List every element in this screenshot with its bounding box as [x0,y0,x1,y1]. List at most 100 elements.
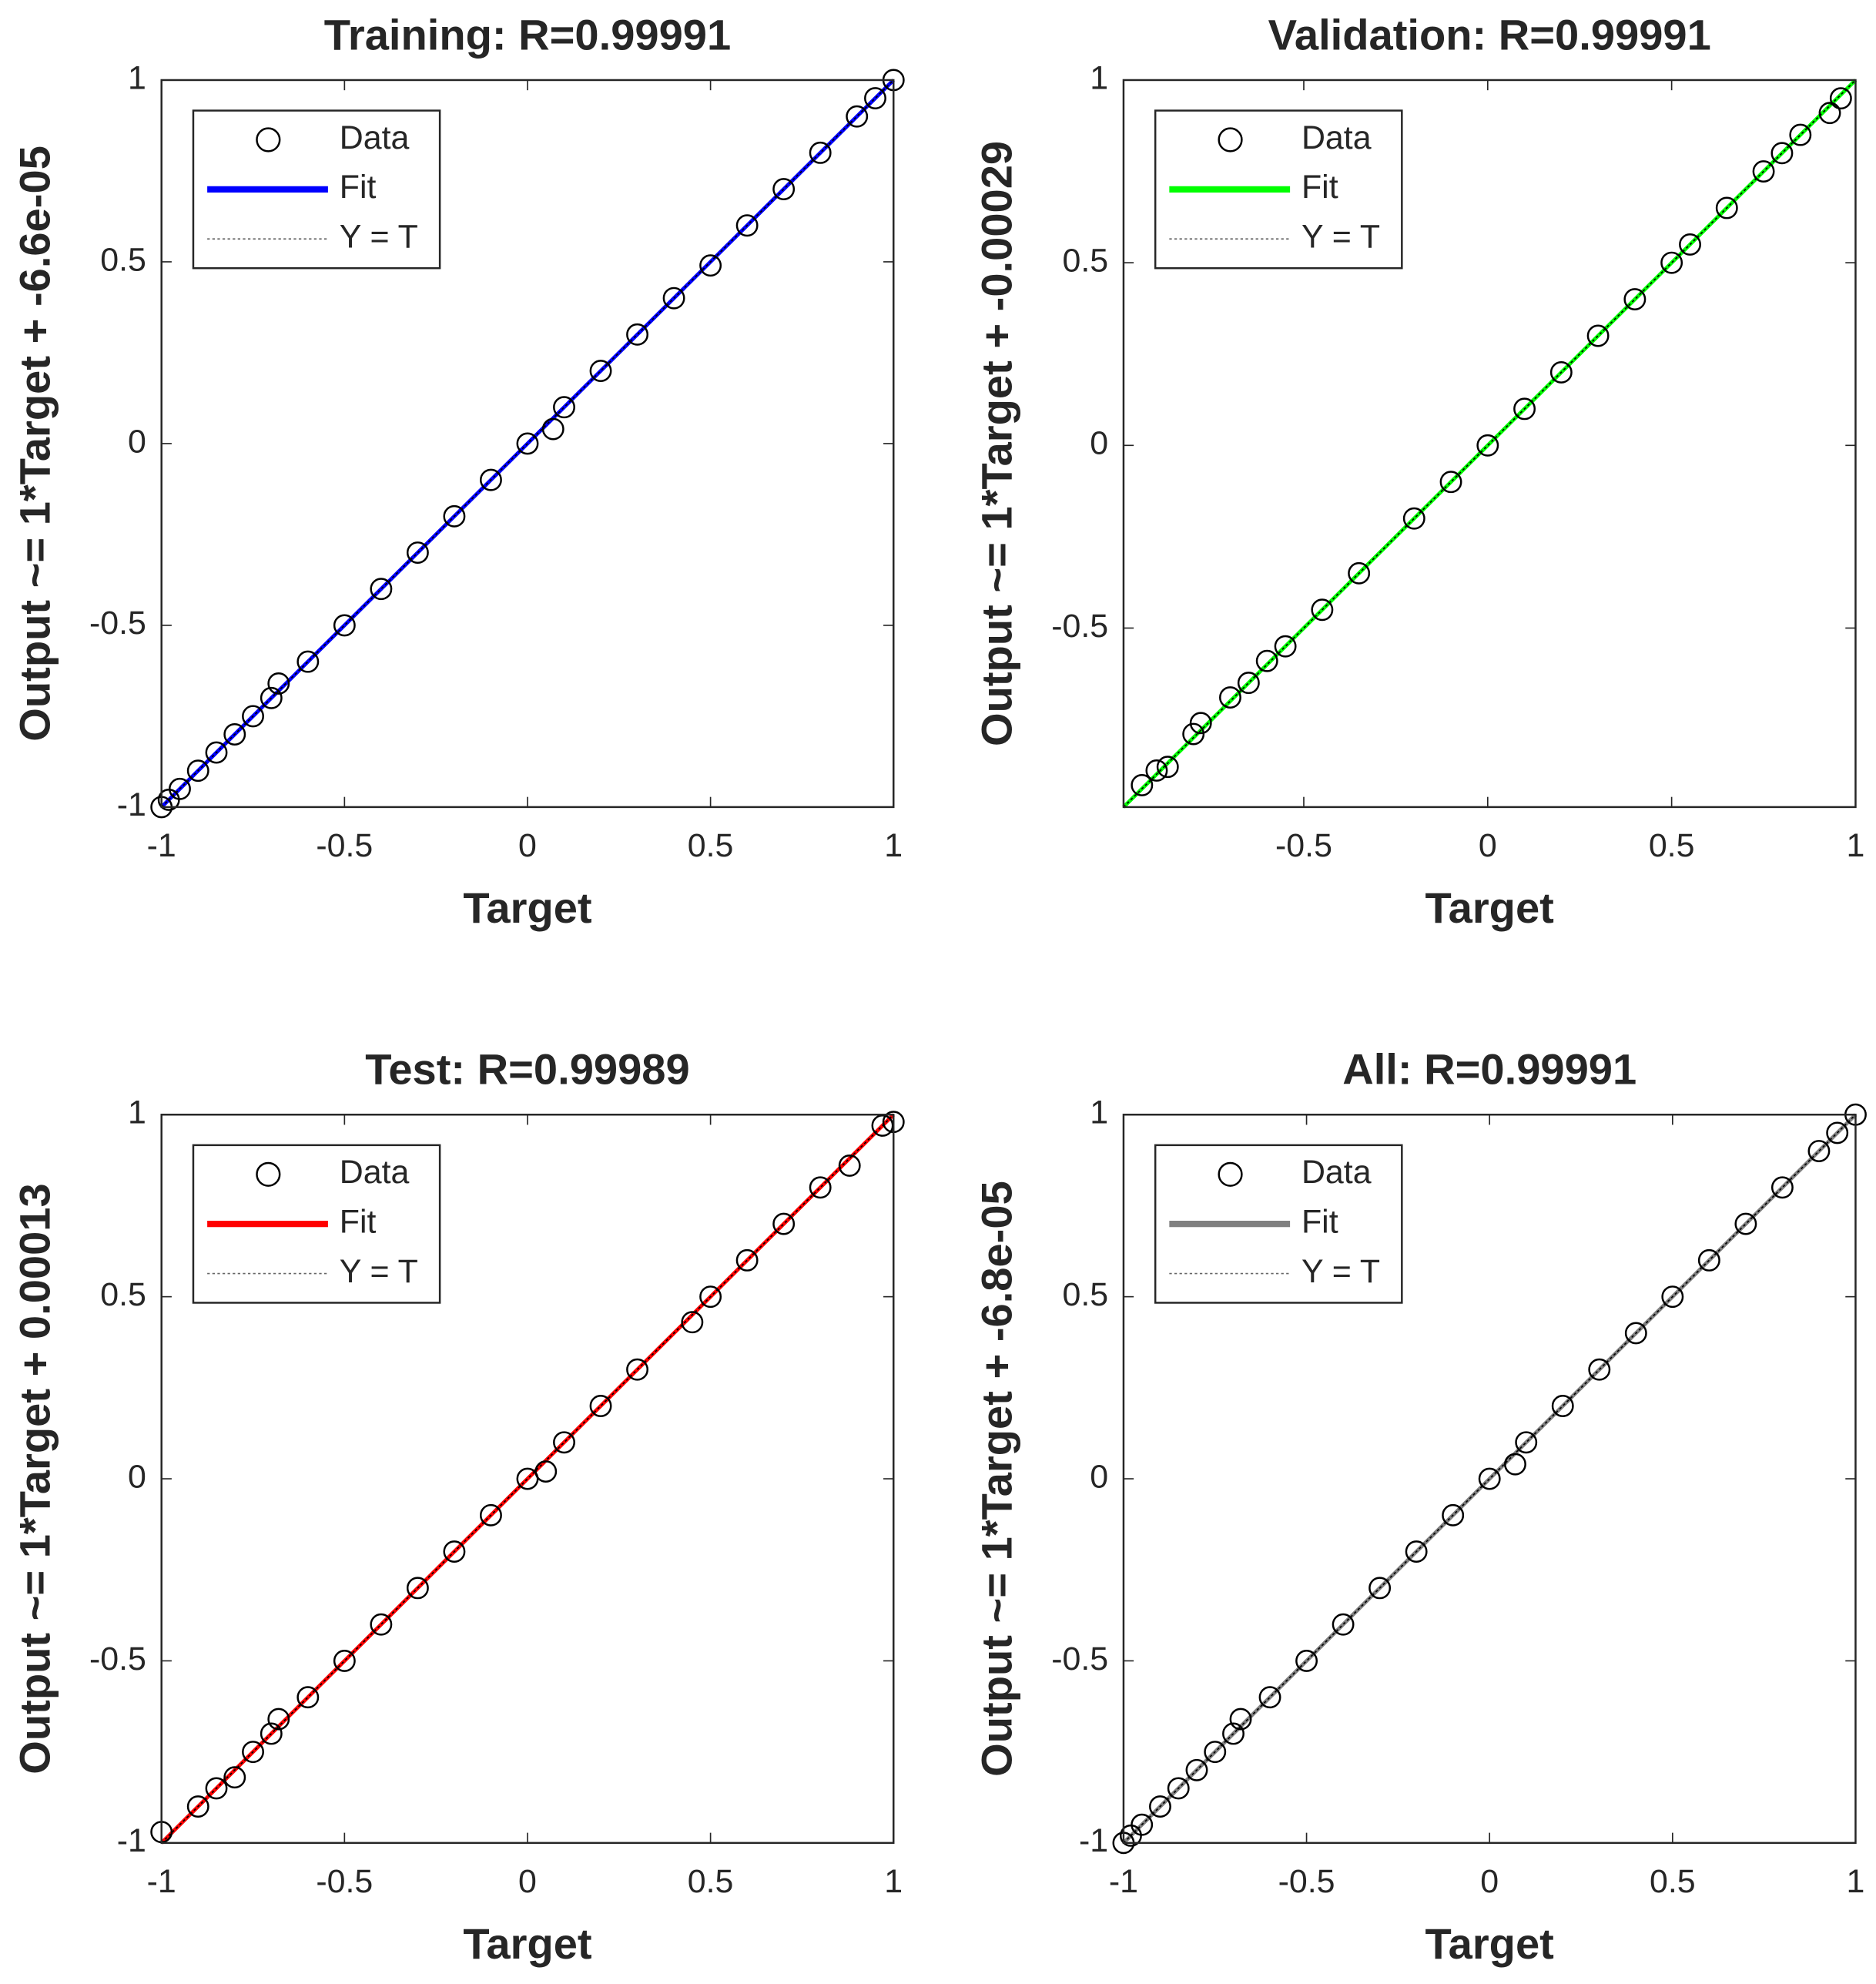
data-point [443,504,466,528]
y-tick-label: 0.5 [1063,1276,1109,1313]
data-point [1789,123,1812,146]
x-tick-label: 0 [518,1863,537,1900]
data-point [205,741,228,764]
chart-title: Validation: R=0.99991 [1268,10,1711,59]
data-point [1182,722,1205,746]
y-tick-label: 1 [1090,1094,1108,1131]
data-point [1189,712,1212,735]
y-tick-label: -0.5 [89,605,146,642]
data-point [370,578,393,601]
data-point [1476,434,1499,457]
data-point [223,1766,246,1789]
x-tick-label: -0.5 [1278,1863,1335,1900]
data-point [1478,1467,1501,1490]
data-point [1661,1285,1684,1309]
data-point [735,1248,759,1272]
x-tick-label: 1 [884,827,903,864]
y-tick-label: 1 [1090,59,1108,96]
y-tick-label: -1 [117,786,146,823]
data-point [1311,598,1334,622]
y-tick-label: 0 [128,423,146,460]
data-point [333,1649,356,1672]
x-tick-label: 0.5 [1649,827,1695,864]
data-point [1515,1431,1538,1454]
data-point [553,1431,575,1454]
x-tick-label: 0.5 [1650,1863,1696,1900]
x-tick-label: -0.5 [316,1863,373,1900]
data-point [809,141,832,164]
y-axis-label: Output ~= 1*Target + 0.00013 [10,1183,59,1774]
legend-label: Y = T [1301,1253,1380,1290]
y-tick-label: -0.5 [1051,608,1108,645]
data-point [1624,1322,1647,1345]
chart-title: All: R=0.99991 [1342,1045,1636,1094]
legend-marker [256,1161,281,1187]
x-tick-label: 1 [1847,1863,1865,1900]
data-point [626,1358,648,1381]
data-point [662,287,685,310]
y-tick-label: 0.5 [100,241,146,278]
data-point [1222,1722,1245,1745]
data-point [1229,1708,1252,1731]
data-point [1348,561,1371,585]
x-tick-label: -0.5 [316,827,373,864]
data-point [681,1311,704,1334]
legend-label: Y = T [1301,219,1380,256]
x-tick-label: 0.5 [688,1863,734,1900]
x-axis-label: Target [1425,1919,1554,1968]
data-point [1660,251,1683,274]
data-point [1513,397,1536,421]
data-point [1439,471,1462,494]
x-axis-label: Target [463,883,591,932]
data-point [626,323,648,346]
legend-label: Y = T [340,1253,418,1290]
legend-label: Data [340,119,410,156]
data-point [1770,1176,1794,1199]
data-point [186,1795,209,1818]
legend-marker [256,127,281,152]
legend-label: Data [340,1154,410,1191]
y-axis-label: Output ~= 1*Target + -6.8e-05 [973,1181,1021,1777]
data-point [480,1503,502,1527]
data-point [534,1460,558,1483]
data-point [1237,672,1260,695]
data-point [242,1741,264,1764]
y-tick-label: -1 [1079,1822,1108,1859]
data-point [1679,233,1701,256]
data-point [553,396,575,419]
y-tick-label: 0 [1090,1458,1108,1495]
axes-box [1122,79,1857,809]
data-point [260,1722,283,1745]
legend-label: Fit [1301,169,1338,206]
data-point [1623,288,1647,311]
x-tick-label: -1 [147,1863,176,1900]
data-point [267,672,290,695]
data-point [1770,142,1794,165]
data-point [1204,1741,1227,1764]
data-point [260,686,283,709]
legend-marker [1218,1161,1243,1187]
data-point [1752,160,1775,183]
data-point [864,87,886,110]
data-point [1145,759,1168,782]
data-point [370,1613,393,1636]
axes-box [1122,1114,1857,1845]
y-tick-label: -1 [117,1822,146,1859]
data-point [333,614,356,637]
data-point [1131,1813,1154,1836]
data-point [406,541,429,564]
identity-line [161,1114,894,1844]
data-point [1405,1540,1428,1563]
y-tick-label: 0.5 [100,1276,146,1313]
x-tick-label: 0 [1480,1863,1499,1900]
data-point [1734,1212,1757,1235]
data-point [1167,1777,1190,1800]
data-point [1131,773,1154,796]
data-point [1368,1577,1392,1600]
data-point [1549,360,1573,384]
data-point [1274,635,1297,658]
chart-title: Training: R=0.99991 [324,10,731,59]
x-tick-label: 0 [518,827,537,864]
